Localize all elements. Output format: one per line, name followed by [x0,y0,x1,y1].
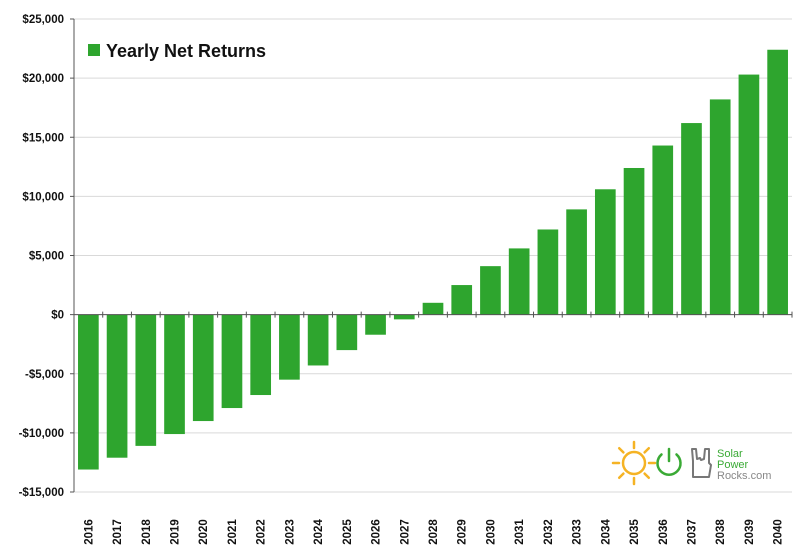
x-tick-label: 2036 [658,519,670,545]
x-tick-label: 2034 [600,519,612,545]
x-tick-label: 2021 [227,519,239,545]
logo-text-power: Power [717,459,749,471]
bar-2018 [135,314,157,446]
bar-2022 [250,314,272,396]
bar-2023 [279,314,300,380]
x-tick-label: 2024 [313,519,325,545]
x-tick-label: 2037 [686,519,698,545]
bar-2025 [336,314,358,351]
x-tick-label: 2019 [170,519,182,545]
bar-2028 [422,302,444,315]
y-tick-label: -$10,000 [19,428,64,440]
bar-2016 [78,314,99,470]
rock-hand-icon [691,448,712,478]
x-tick-label: 2038 [715,519,727,545]
x-tick-label: 2033 [572,519,584,545]
axes [70,18,793,493]
y-tick-label: $5,000 [29,251,64,263]
bar-2040 [767,49,788,315]
y-tick-label: $15,000 [22,132,64,144]
x-tick-label: 2025 [342,519,354,545]
bars [78,49,788,470]
y-tick-label: -$5,000 [25,369,64,381]
bar-2035 [623,167,645,315]
bar-2027 [393,314,415,320]
bar-2030 [480,266,501,315]
x-tick-label: 2027 [399,519,411,545]
bar-2034 [594,189,616,315]
y-tick-label: $0 [51,310,64,322]
bar-2024 [307,314,329,366]
bar-2036 [652,145,674,315]
sun-icon [611,440,657,486]
bar-2026 [365,314,386,335]
logo-text-solar: Solar [717,448,743,460]
bar-2019 [164,314,185,435]
x-tick-label: 2022 [256,519,268,545]
legend-swatch [88,44,100,56]
y-tick-label: $25,000 [22,14,64,26]
bar-2029 [451,285,473,315]
bar-2037 [681,123,702,315]
y-tick-label: -$15,000 [19,487,64,499]
y-tick-label: $20,000 [22,73,64,85]
x-tick-label: 2018 [141,519,153,545]
x-tick-label: 2040 [773,519,785,545]
x-tick-label: 2031 [514,519,526,545]
bar-2020 [192,314,214,422]
bar-2039 [738,74,760,315]
x-tick-label: 2023 [284,519,296,545]
y-axis-tick-labels: -$15,000 -$10,000 -$5,000 $0 $5,000 $10,000 $1… [19,14,64,499]
x-tick-label: 2028 [428,519,440,545]
legend: Yearly Net Returns [88,41,266,61]
bar-2021 [221,314,243,409]
bar-2038 [709,99,731,315]
x-tick-label: 2016 [83,519,95,545]
x-tick-label: 2026 [371,519,383,545]
bar-2031 [508,248,530,315]
x-tick-label: 2035 [629,519,641,545]
bar-2032 [537,229,559,315]
solarpowerrocks-logo: Solar Power Rocks.com [611,440,771,486]
x-tick-label: 2029 [457,519,469,545]
x-tick-label: 2020 [198,519,210,545]
logo-text-rocks: Rocks.com [717,470,771,482]
legend-label: Yearly Net Returns [106,41,266,61]
x-tick-label: 2030 [485,519,497,545]
x-tick-label: 2017 [112,519,124,545]
bar-2017 [106,314,128,458]
x-tick-label: 2032 [543,519,555,545]
x-tick-label: 2039 [744,519,756,545]
x-axis-tick-labels: 2016 2017 2018 2019 2020 2021 2022 2023 2024 2025… [83,519,784,545]
power-icon [656,447,682,476]
bar-2033 [566,209,587,315]
y-tick-label: $10,000 [22,191,64,203]
